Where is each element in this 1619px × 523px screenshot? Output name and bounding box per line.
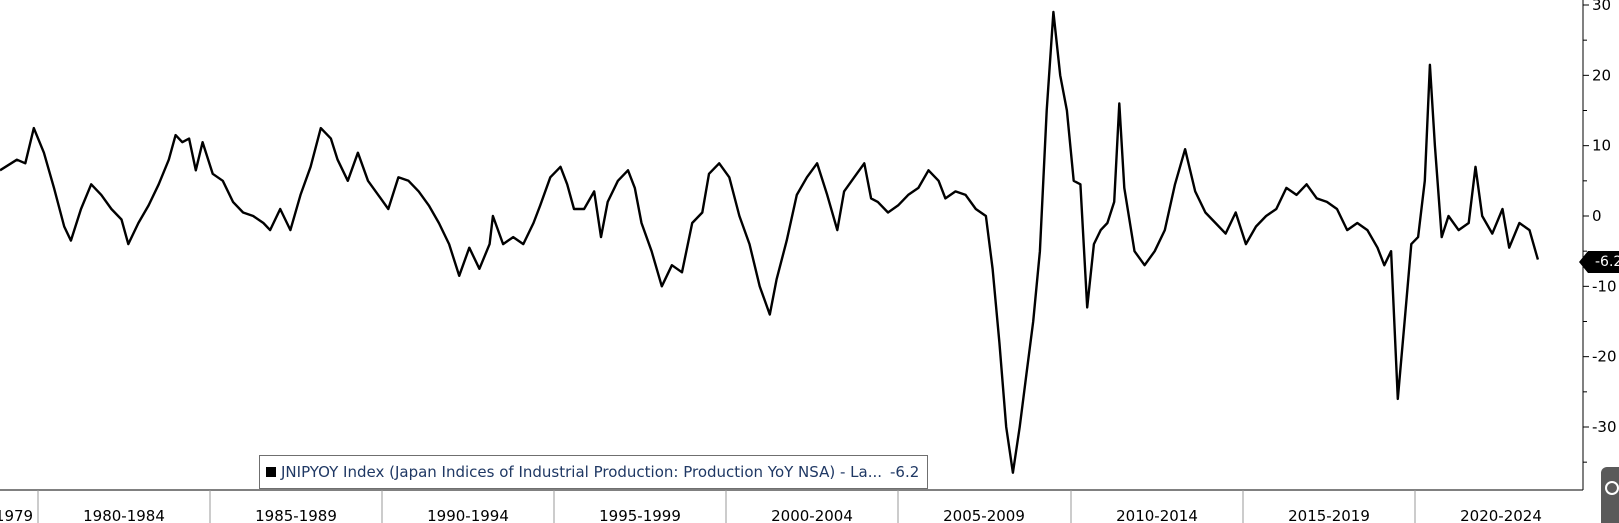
y-tick-label: -20 bbox=[1592, 348, 1617, 366]
x-tick-label: 1979 bbox=[0, 507, 33, 523]
x-tick-label: 2010-2014 bbox=[1116, 507, 1198, 523]
y-tick-label: 0 bbox=[1592, 207, 1602, 225]
settings-icon bbox=[1605, 481, 1619, 495]
x-tick-label: 1990-1994 bbox=[427, 507, 509, 523]
last-value-badge: -6.2 bbox=[1579, 251, 1619, 273]
x-tick-label: 2020-2024 bbox=[1460, 507, 1542, 523]
y-tick-label: -10 bbox=[1592, 277, 1617, 295]
x-axis: 1979 1980-1984 1985-1989 1990-1994 1995-1999… bbox=[0, 489, 1583, 523]
legend-last-value: -6.2 bbox=[890, 463, 920, 481]
legend-series-name: JNIPYOY Index (Japan Indices of Industri… bbox=[281, 463, 882, 481]
y-tick-label: 20 bbox=[1592, 66, 1611, 84]
y-tick-label: 30 bbox=[1592, 0, 1611, 14]
y-axis: 30 20 10 0 -10 -20 -30 bbox=[1582, 0, 1617, 490]
y-tick-label: -30 bbox=[1592, 418, 1617, 436]
x-tick-label: 1980-1984 bbox=[83, 507, 165, 523]
x-tick-label: 1985-1989 bbox=[255, 507, 337, 523]
x-tick-label: 2005-2009 bbox=[943, 507, 1025, 523]
x-tick-label: 2015-2019 bbox=[1288, 507, 1370, 523]
corner-menu-button[interactable] bbox=[1601, 467, 1619, 523]
x-tick-label: 2000-2004 bbox=[771, 507, 853, 523]
legend[interactable]: JNIPYOY Index (Japan Indices of Industri… bbox=[259, 455, 929, 489]
x-tick-label: 1995-1999 bbox=[599, 507, 681, 523]
series-line-jnipyoy bbox=[0, 10, 1540, 474]
y-tick-label: 10 bbox=[1592, 137, 1611, 155]
legend-swatch bbox=[266, 467, 276, 477]
